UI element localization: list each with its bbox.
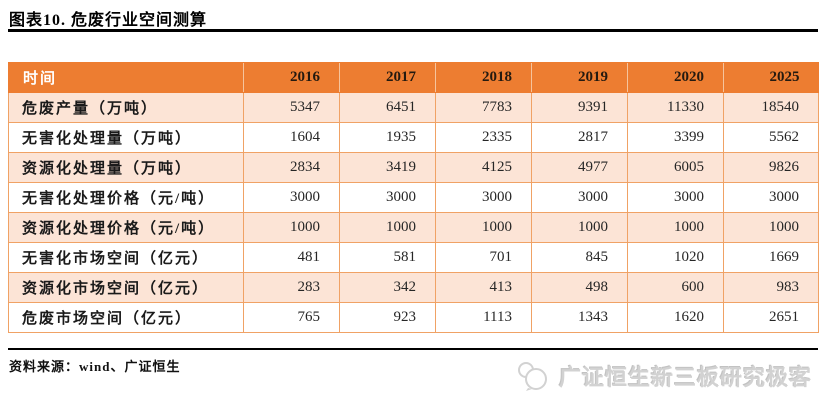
cell-value: 1000 — [243, 212, 340, 243]
cell-value: 581 — [339, 242, 436, 273]
cell-value: 1000 — [531, 212, 628, 243]
header-cell-year-2020: 2020 — [627, 62, 724, 93]
header-cell-year-2017: 2017 — [339, 62, 436, 93]
cell-value: 983 — [723, 272, 819, 303]
row-label: 资源化市场空间（亿元） — [8, 272, 244, 303]
cell-value: 3000 — [339, 182, 436, 213]
source-note: 资料来源：wind、广证恒生 — [9, 359, 181, 374]
title-divider — [8, 29, 818, 32]
cell-value: 6005 — [627, 152, 724, 183]
table-container: 时间 2016 2017 2018 2019 2020 2025 危废产量（万吨） 5347 6… — [8, 62, 819, 333]
row-label: 资源化处理价格（元/吨） — [8, 212, 244, 243]
table-row: 无害化市场空间（亿元） 481 581 701 845 1020 1669 — [8, 242, 819, 273]
cell-value: 6451 — [339, 92, 436, 123]
cell-value: 4977 — [531, 152, 628, 183]
table-row: 无害化处理价格（元/吨） 3000 3000 3000 3000 3000 3000 — [8, 182, 819, 213]
cell-value: 765 — [243, 302, 340, 333]
cell-value: 9826 — [723, 152, 819, 183]
cell-value: 3419 — [339, 152, 436, 183]
speech-bubbles-icon — [516, 360, 550, 392]
cell-value: 5562 — [723, 122, 819, 153]
cell-value: 9391 — [531, 92, 628, 123]
table-row: 资源化处理价格（元/吨） 1000 1000 1000 1000 1000 1000 — [8, 212, 819, 243]
cell-value: 5347 — [243, 92, 340, 123]
cell-value: 1604 — [243, 122, 340, 153]
cell-value: 2817 — [531, 122, 628, 153]
cell-value: 1000 — [339, 212, 436, 243]
table-row: 危废产量（万吨） 5347 6451 7783 9391 11330 18540 — [8, 92, 819, 123]
cell-value: 923 — [339, 302, 436, 333]
header-cell-year-2025: 2025 — [723, 62, 819, 93]
cell-value: 342 — [339, 272, 436, 303]
row-label: 无害化市场空间（亿元） — [8, 242, 244, 273]
table-row: 资源化处理量（万吨） 2834 3419 4125 4977 6005 9826 — [8, 152, 819, 183]
brand-watermark: 广证恒生新三板研究极客 — [516, 360, 812, 392]
cell-value: 7783 — [435, 92, 532, 123]
figure-title: 图表10. 危废行业空间测算 — [9, 12, 208, 29]
cell-value: 2834 — [243, 152, 340, 183]
cell-value: 1000 — [435, 212, 532, 243]
cell-value: 3399 — [627, 122, 724, 153]
header-cell-year-2016: 2016 — [243, 62, 340, 93]
cell-value: 1020 — [627, 242, 724, 273]
cell-value: 2651 — [723, 302, 819, 333]
cell-value: 1669 — [723, 242, 819, 273]
cell-value: 481 — [243, 242, 340, 273]
cell-value: 18540 — [723, 92, 819, 123]
cell-value: 4125 — [435, 152, 532, 183]
cell-value: 1000 — [723, 212, 819, 243]
table-row: 危废市场空间（亿元） 765 923 1113 1343 1620 2651 — [8, 302, 819, 333]
footer-divider — [8, 348, 818, 350]
row-label: 危废市场空间（亿元） — [8, 302, 244, 333]
cell-value: 3000 — [243, 182, 340, 213]
cell-value: 3000 — [627, 182, 724, 213]
cell-value: 1343 — [531, 302, 628, 333]
cell-value: 3000 — [723, 182, 819, 213]
header-cell-year-2018: 2018 — [435, 62, 532, 93]
cell-value: 498 — [531, 272, 628, 303]
header-cell-year-2019: 2019 — [531, 62, 628, 93]
row-label: 无害化处理价格（元/吨） — [8, 182, 244, 213]
cell-value: 1935 — [339, 122, 436, 153]
row-label: 危废产量（万吨） — [8, 92, 244, 123]
cell-value: 1113 — [435, 302, 532, 333]
brand-watermark-label: 广证恒生新三板研究极客 — [558, 365, 812, 390]
row-label: 资源化处理量（万吨） — [8, 152, 244, 183]
table-row: 无害化处理量（万吨） 1604 1935 2335 2817 3399 5562 — [8, 122, 819, 153]
cell-value: 11330 — [627, 92, 724, 123]
table-header-row: 时间 2016 2017 2018 2019 2020 2025 — [8, 62, 819, 93]
cell-value: 283 — [243, 272, 340, 303]
header-cell-time: 时间 — [8, 62, 244, 93]
cell-value: 413 — [435, 272, 532, 303]
cell-value: 845 — [531, 242, 628, 273]
cell-value: 3000 — [531, 182, 628, 213]
table-row: 资源化市场空间（亿元） 283 342 413 498 600 983 — [8, 272, 819, 303]
row-label: 无害化处理量（万吨） — [8, 122, 244, 153]
cell-value: 701 — [435, 242, 532, 273]
cell-value: 2335 — [435, 122, 532, 153]
cell-value: 3000 — [435, 182, 532, 213]
cell-value: 600 — [627, 272, 724, 303]
data-table: 时间 2016 2017 2018 2019 2020 2025 危废产量（万吨） 5347 6… — [8, 62, 819, 333]
cell-value: 1620 — [627, 302, 724, 333]
cell-value: 1000 — [627, 212, 724, 243]
